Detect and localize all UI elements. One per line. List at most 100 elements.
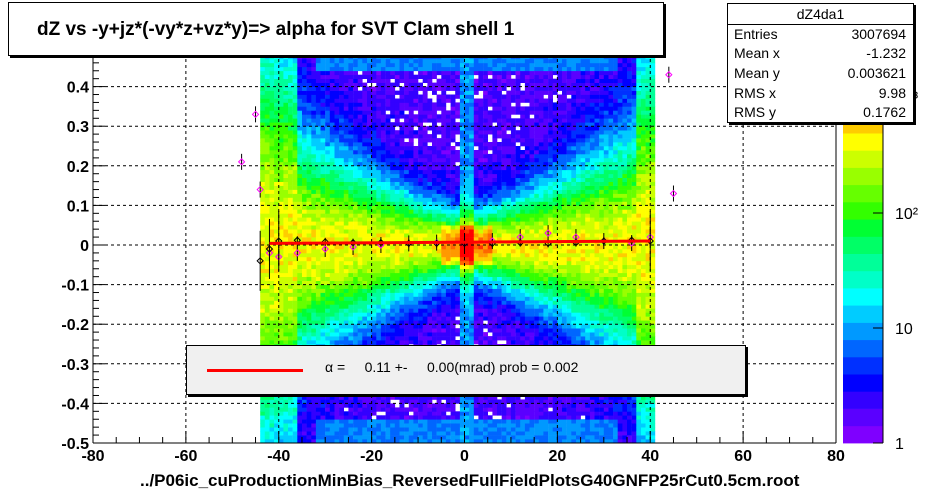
- heatmap-cell: [394, 264, 400, 270]
- heatmap-cell: [357, 419, 363, 424]
- heatmap-cell: [432, 213, 437, 218]
- heatmap-cell: [260, 106, 266, 111]
- heatmap-cell: [464, 153, 470, 159]
- heatmap-cell: [413, 252, 419, 258]
- heatmap-cell: [334, 256, 340, 262]
- heatmap-cell: [487, 130, 493, 135]
- heatmap-cell: [367, 423, 372, 428]
- heatmap-cell: [367, 146, 372, 151]
- heatmap-cell: [469, 130, 474, 135]
- heatmap-cell: [320, 308, 326, 313]
- heatmap-cell: [264, 193, 270, 198]
- heatmap-cell: [464, 126, 470, 131]
- heatmap-cell: [260, 150, 266, 155]
- heatmap-cell: [329, 201, 335, 206]
- heatmap-cell: [348, 249, 354, 254]
- heatmap-cell: [292, 94, 298, 99]
- heatmap-cell: [404, 118, 409, 123]
- heatmap-cell: [288, 130, 293, 135]
- heatmap-cell: [464, 54, 470, 60]
- heatmap-cell: [353, 284, 358, 289]
- heatmap-cell: [315, 296, 321, 301]
- heatmap-cell: [283, 189, 289, 194]
- heatmap-cell: [469, 177, 474, 182]
- heatmap-cell: [432, 130, 437, 135]
- heatmap-cell: [464, 138, 470, 143]
- heatmap-cell: [385, 304, 391, 309]
- heatmap-cell: [311, 209, 317, 214]
- heatmap-cell: [469, 324, 474, 329]
- heatmap-cell: [348, 419, 354, 424]
- heatmap-cell: [264, 252, 270, 258]
- heatmap-cell: [274, 70, 279, 76]
- heatmap-cell: [408, 427, 414, 432]
- heatmap-cell: [343, 280, 349, 285]
- heatmap-cell: [473, 54, 479, 60]
- heatmap-cell: [348, 312, 354, 317]
- heatmap-cell: [487, 233, 493, 238]
- heatmap-cell: [343, 221, 349, 226]
- heatmap-cell: [459, 62, 465, 68]
- heatmap-cell: [385, 138, 391, 143]
- heatmap-cell: [315, 249, 321, 254]
- heatmap-cell: [357, 324, 363, 329]
- heatmap-cell: [441, 98, 447, 103]
- heatmap-cell: [450, 102, 456, 107]
- heatmap-cell: [487, 94, 493, 99]
- heatmap-cell: [445, 407, 451, 412]
- heatmap-cell: [362, 419, 368, 424]
- heatmap-cell: [455, 439, 461, 444]
- heatmap-cell: [334, 249, 340, 254]
- heatmap-cell: [302, 173, 307, 178]
- heatmap-cell: [371, 252, 377, 258]
- heatmap-cell: [385, 54, 391, 60]
- heatmap-cell: [455, 427, 461, 432]
- heatmap-cell: [288, 288, 293, 293]
- heatmap-cell: [292, 126, 298, 131]
- heatmap-cell: [353, 296, 358, 301]
- heatmap-cell: [302, 169, 307, 175]
- heatmap-cell: [297, 153, 303, 159]
- heatmap-cell: [367, 399, 372, 404]
- heatmap-cell: [367, 419, 372, 424]
- heatmap-cell: [260, 90, 266, 95]
- heatmap-cell: [320, 62, 326, 68]
- heatmap-cell: [422, 415, 428, 420]
- heatmap-cell: [376, 122, 382, 127]
- heatmap-cell: [394, 173, 400, 178]
- heatmap-cell: [404, 288, 409, 293]
- heatmap-cell: [418, 292, 423, 297]
- heatmap-cell: [288, 122, 293, 127]
- heatmap-cell: [269, 126, 275, 131]
- heatmap-cell: [459, 90, 465, 95]
- heatmap-cell: [473, 169, 479, 175]
- heatmap-cell: [329, 237, 335, 242]
- heatmap-cell: [376, 249, 382, 254]
- heatmap-cell: [427, 185, 433, 190]
- heatmap-cell: [450, 221, 456, 226]
- heatmap-cell: [394, 142, 400, 147]
- heatmap-cell: [380, 264, 386, 270]
- heatmap-cell: [269, 102, 275, 107]
- heatmap-cell: [464, 74, 470, 79]
- heatmap-cell: [278, 70, 284, 76]
- heatmap-cell: [320, 82, 326, 87]
- heatmap-cell: [315, 94, 321, 99]
- heatmap-cell: [445, 300, 451, 305]
- heatmap-cell: [339, 292, 344, 297]
- heatmap-cell: [288, 233, 293, 238]
- heatmap-cell: [315, 431, 321, 436]
- heatmap-cell: [473, 165, 479, 171]
- heatmap-cell: [385, 395, 391, 400]
- heatmap-cell: [436, 256, 442, 262]
- heatmap-cell: [394, 150, 400, 155]
- heatmap-cell: [376, 245, 382, 250]
- heatmap-cell: [478, 336, 484, 341]
- heatmap-cell: [288, 138, 293, 143]
- heatmap-cell: [432, 197, 437, 202]
- heatmap-cell: [478, 304, 484, 309]
- heatmap-cell: [339, 403, 344, 408]
- heatmap-cell: [450, 316, 456, 321]
- heatmap-cell: [367, 415, 372, 420]
- heatmap-cell: [413, 407, 419, 412]
